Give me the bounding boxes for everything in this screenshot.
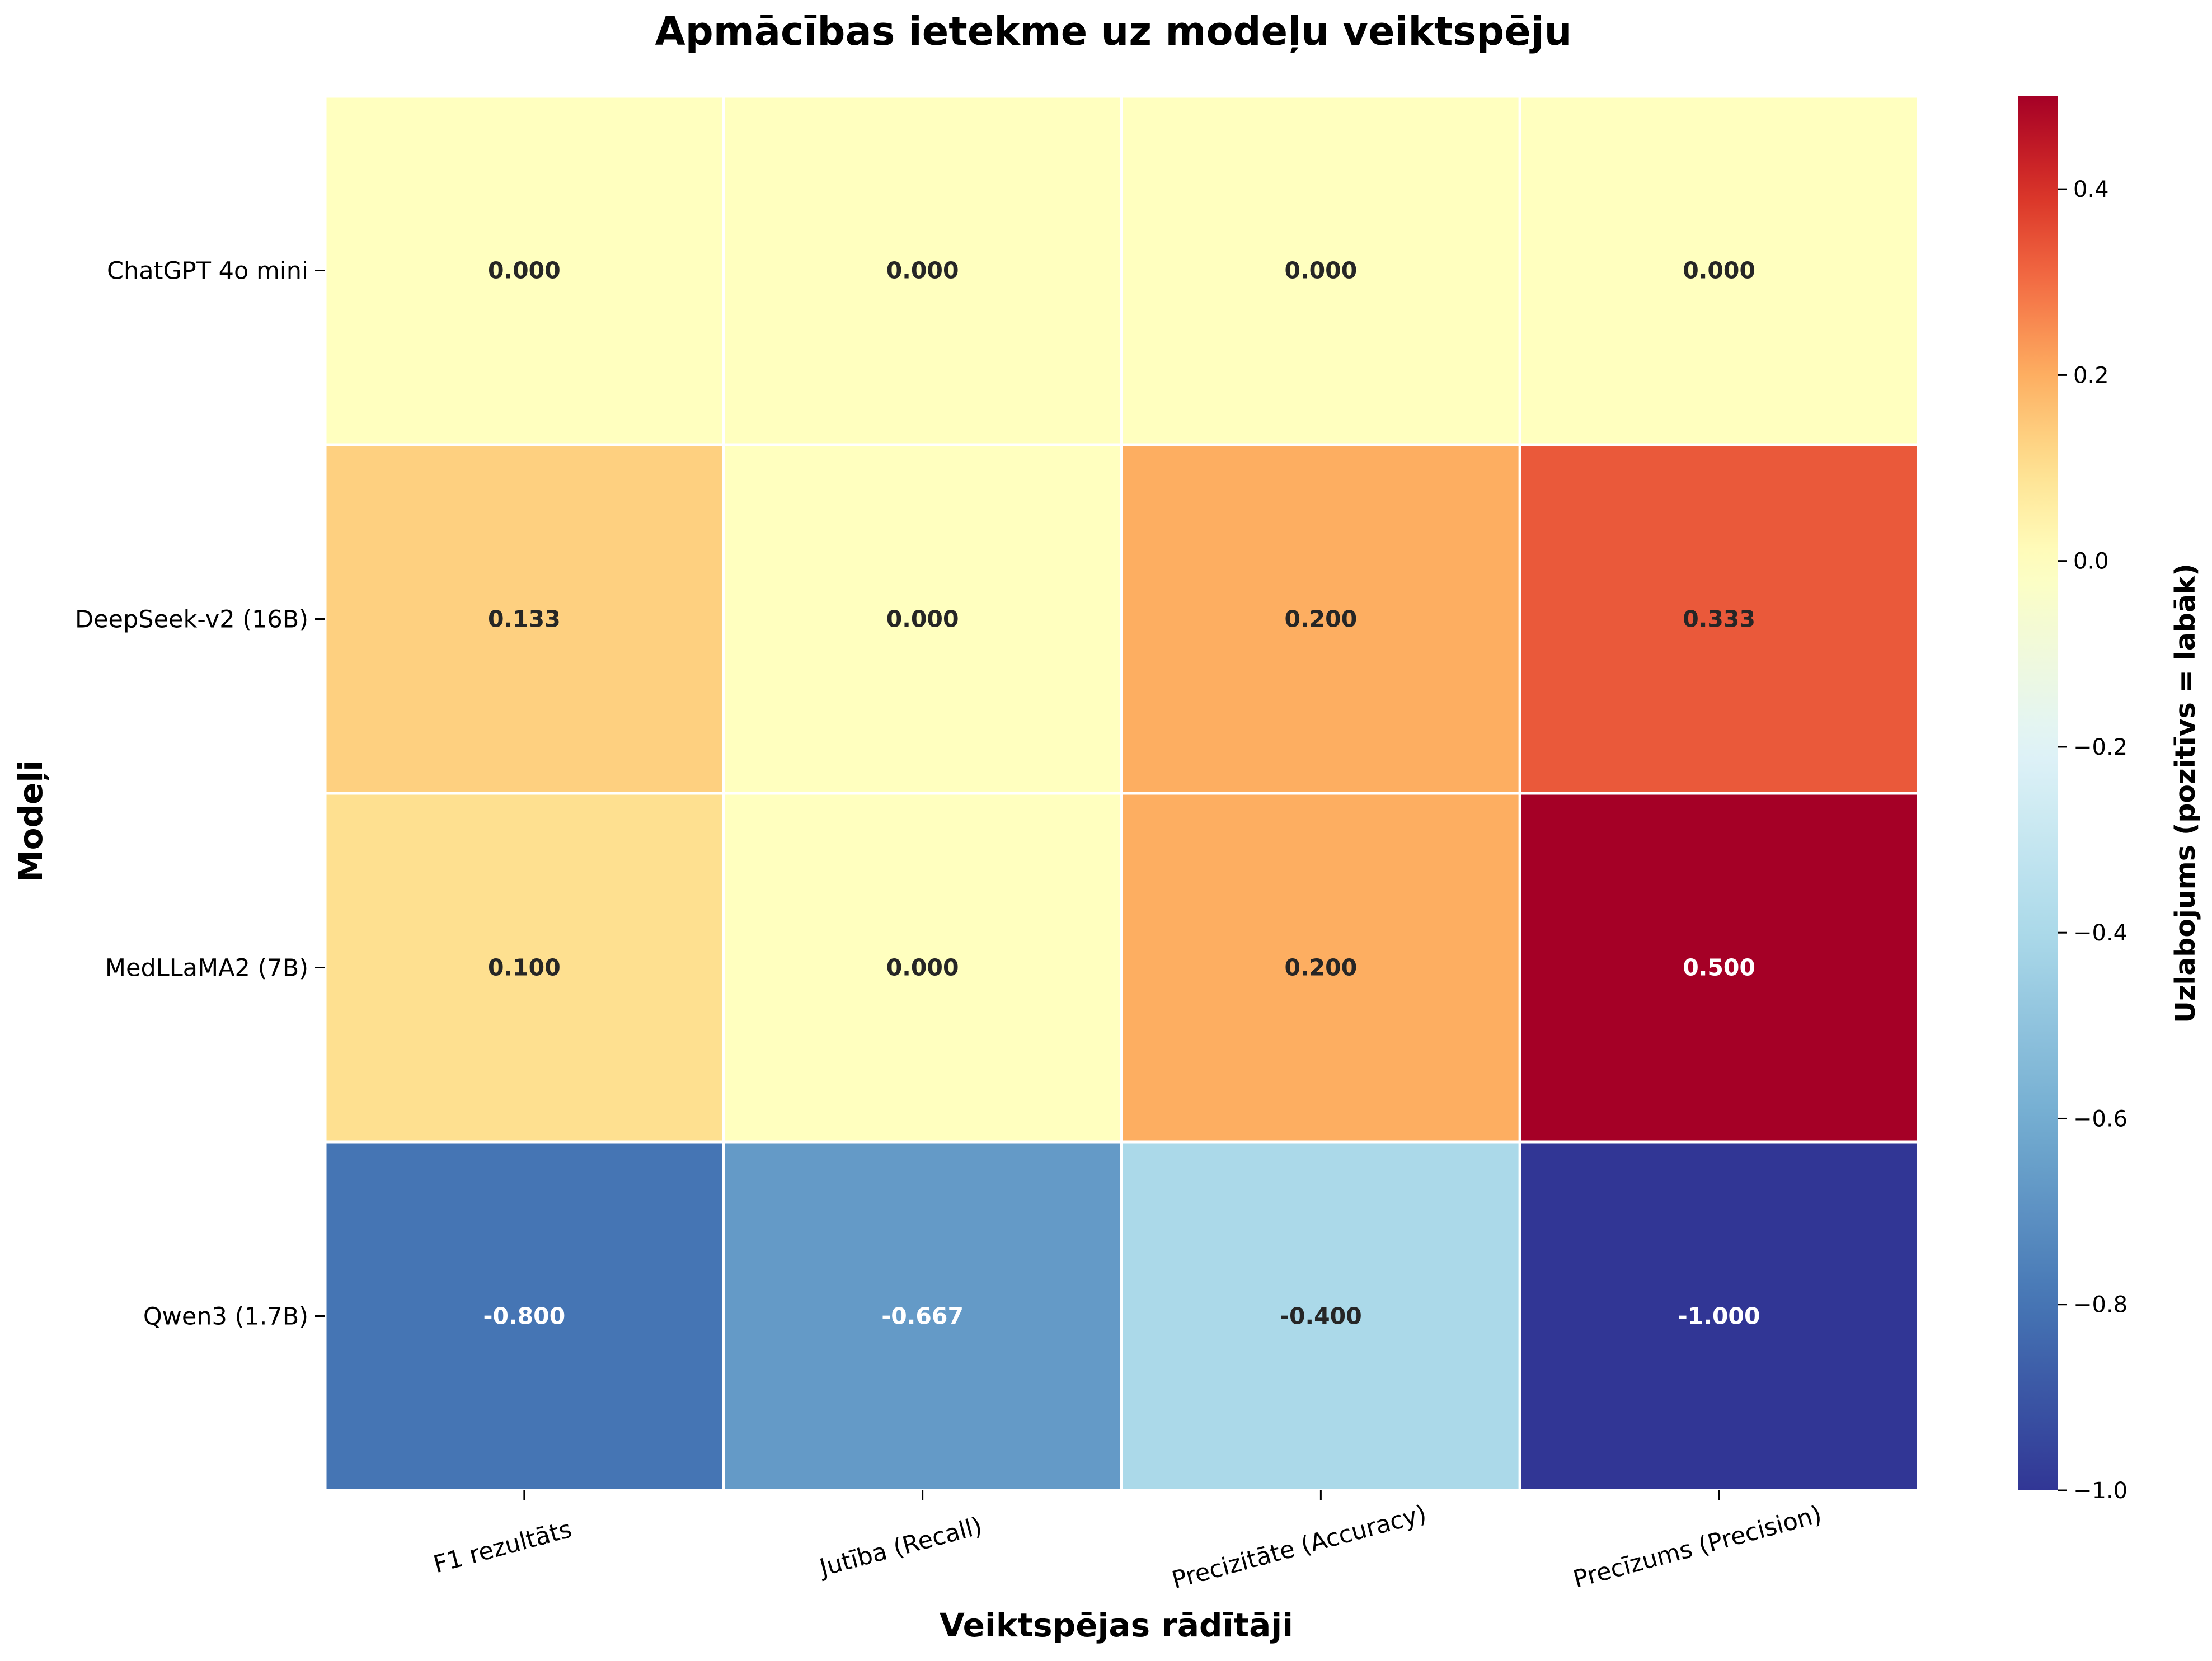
cell-value-label: 0.200: [1285, 954, 1358, 981]
colorbar-ticks: 0.4 0.2 0.0 −0.2 −0.4 −0.6 −0.8 −1.0: [2058, 177, 2128, 1504]
heatmap-cell: [722, 95, 1123, 446]
cell-value-label: 0.000: [886, 257, 959, 284]
cell-value-label: 0.000: [886, 606, 959, 633]
heatmap-cell: [722, 792, 1123, 1144]
chart-title: Apmācības ietekme uz modeļu veiktspēju: [655, 8, 1572, 54]
heatmap-cell: [1518, 95, 1920, 446]
colorbar-label: Uzlabojums (pozitīvs = labāk): [2169, 563, 2201, 1023]
heatmap-cell-labels: 0.000 0.000 0.000 0.000 0.133 0.000 0.200 0.333…: [483, 257, 1760, 1330]
heatmap-cell: [1518, 443, 1920, 795]
heatmap-cell: [323, 1140, 725, 1492]
colorbar-tick-label: −0.2: [2073, 735, 2128, 760]
cell-value-label: 0.133: [488, 606, 561, 633]
colorbar-tick-label: −0.6: [2073, 1106, 2128, 1132]
heatmap-cell: [323, 95, 725, 446]
heatmap-cell: [1518, 1140, 1920, 1492]
cell-value-label: -0.800: [483, 1303, 566, 1330]
heatmap-cell: [1120, 95, 1521, 446]
cell-value-label: 0.500: [1683, 954, 1755, 981]
heatmap-cell: [1120, 1140, 1521, 1492]
y-axis: ChatGPT 4o mini DeepSeek-v2 (16B) MedLLaMA…: [75, 257, 325, 1331]
y-tick-label-medllama2-7b: MedLLaMA2 (7B): [105, 954, 308, 982]
x-axis-label: Veiktspējas rādītāji: [940, 1606, 1293, 1644]
cell-value-label: 0.000: [886, 954, 959, 981]
cell-value-label: 0.000: [1683, 257, 1755, 284]
heatmap-cell: [722, 1140, 1123, 1492]
colorbar-tick-label: −1.0: [2073, 1478, 2128, 1504]
colorbar: 0.4 0.2 0.0 −0.2 −0.4 −0.6 −0.8 −1.0 Uzlabojums…: [2018, 96, 2201, 1504]
y-tick-label-chatgpt-4o-mini: ChatGPT 4o mini: [107, 257, 308, 285]
cell-value-label: 0.333: [1683, 606, 1755, 633]
y-axis-label: Modeļi: [12, 760, 50, 882]
cell-value-label: -0.400: [1280, 1303, 1362, 1330]
colorbar-tick-label: −0.4: [2073, 920, 2128, 946]
colorbar-tick-label: 0.0: [2073, 549, 2109, 575]
heatmap-cell: [1518, 792, 1920, 1144]
y-tick-label-qwen3-1-7b: Qwen3 (1.7B): [143, 1303, 308, 1331]
colorbar-tick-label: −0.8: [2073, 1292, 2128, 1318]
y-tick-label-deepseek-v2-16b: DeepSeek-v2 (16B): [75, 606, 308, 634]
heatmap-cell: [1120, 443, 1521, 795]
cell-value-label: -0.667: [881, 1303, 964, 1330]
colorbar-gradient: [2018, 96, 2058, 1490]
cell-value-label: 0.000: [488, 257, 561, 284]
cell-value-label: 0.000: [1285, 257, 1358, 284]
cell-value-label: 0.100: [488, 954, 561, 981]
colorbar-tick-label: 0.4: [2073, 177, 2109, 203]
cell-value-label: -1.000: [1678, 1303, 1760, 1330]
heatmap-cells: [323, 95, 1920, 1492]
colorbar-tick-label: 0.2: [2073, 363, 2109, 388]
cell-value-label: 0.200: [1285, 606, 1358, 633]
